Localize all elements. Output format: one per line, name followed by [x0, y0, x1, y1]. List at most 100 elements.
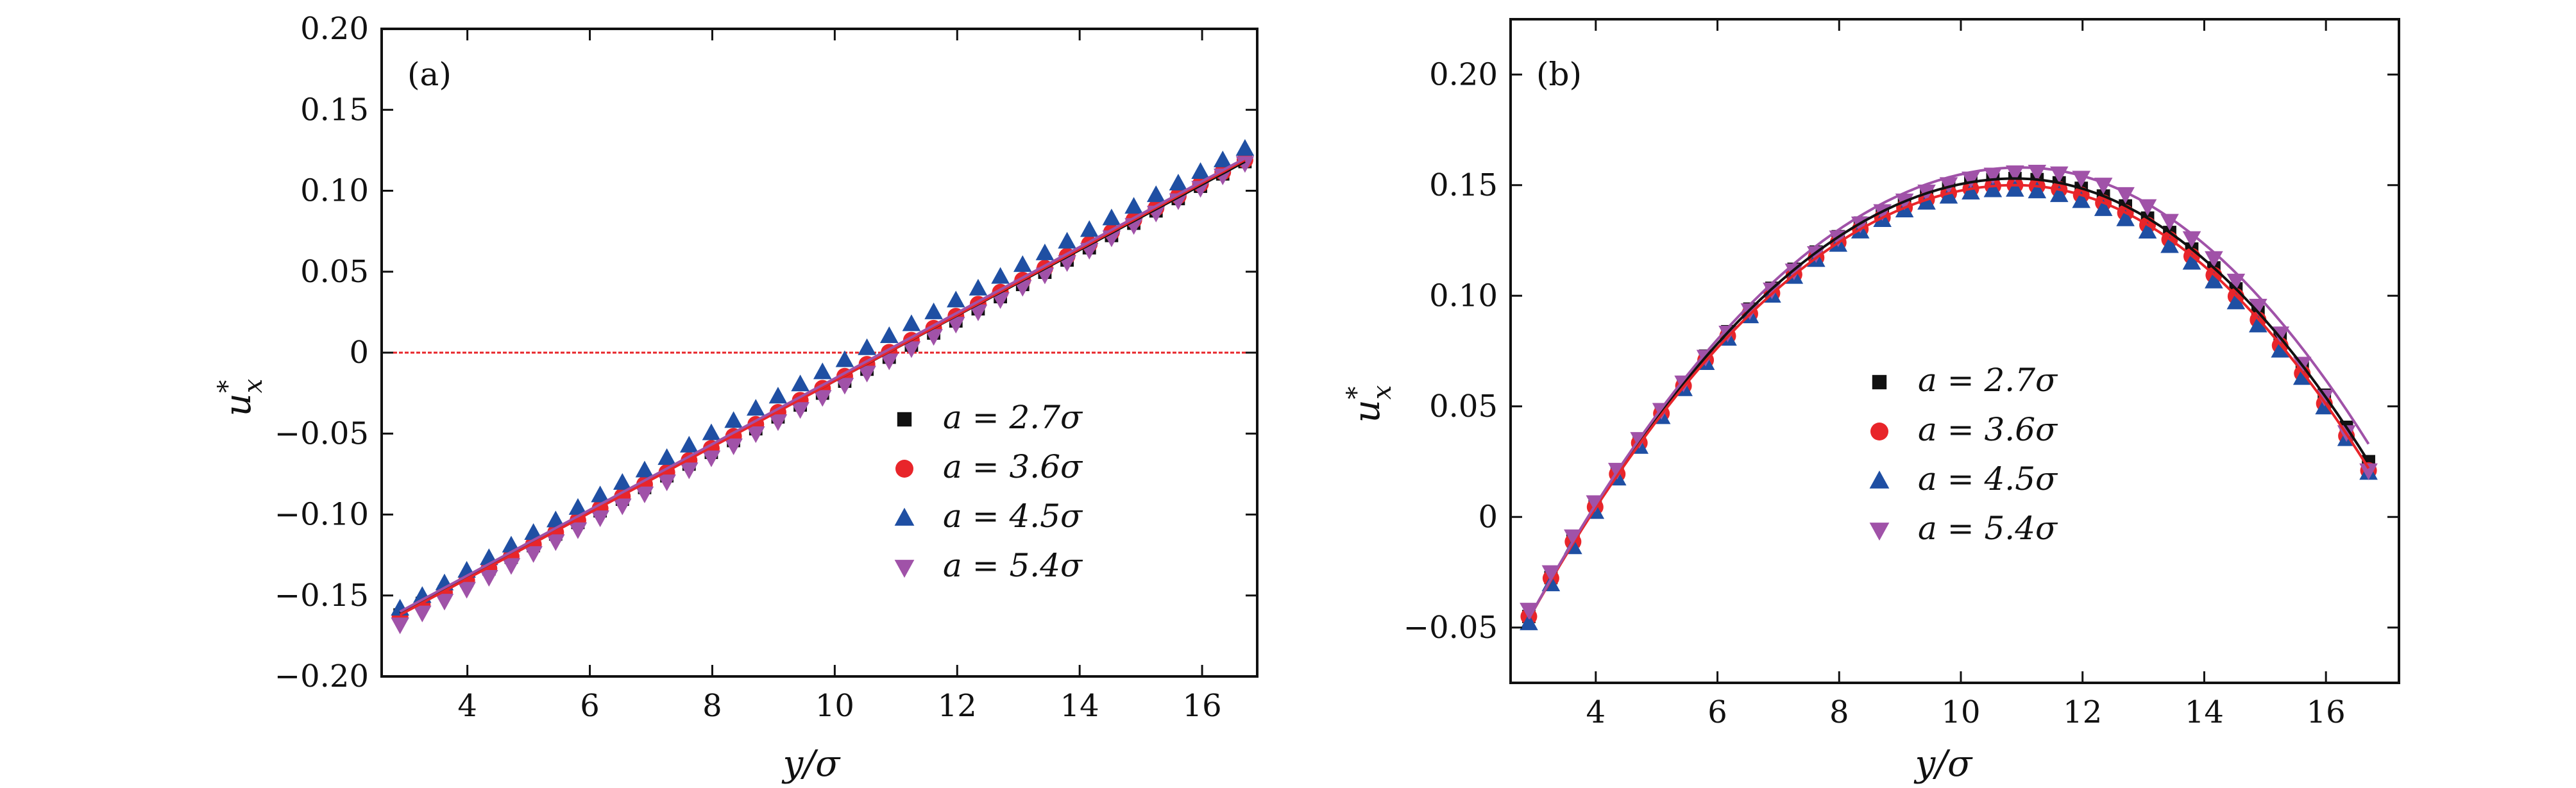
data-point-series-2	[1917, 192, 1936, 210]
data-point-series-3	[702, 450, 721, 467]
data-point-series-2	[524, 523, 543, 540]
data-point-series-2	[635, 460, 654, 478]
legend-marker-1	[895, 460, 913, 478]
data-point-series-2	[2292, 368, 2312, 385]
data-point-series-3	[813, 390, 832, 407]
data-point-series-3	[2138, 199, 2157, 216]
data-point-series-2	[591, 485, 609, 503]
data-point-series-2	[2006, 180, 2024, 197]
x-tick-label: 8	[702, 688, 722, 724]
series-3-markers	[391, 156, 1255, 635]
plot-area-a: 4 6 8 10 12 14 16 −0.20 −0.15 −0.10 −0.05 0 0.05 0.10…	[275, 11, 1258, 724]
x-tick-label: 6	[580, 688, 600, 724]
legend-label-2: a = 4.5σ	[1918, 460, 2058, 498]
data-point-series-3	[879, 353, 899, 371]
legend-label-1: a = 3.6σ	[943, 448, 1083, 485]
fit-line-1	[399, 158, 1246, 616]
data-point-series-3	[1983, 167, 2003, 185]
data-point-series-3	[2182, 231, 2201, 248]
data-point-series-3	[546, 534, 565, 551]
data-point-series-2	[1213, 150, 1232, 167]
data-point-series-2	[1058, 231, 1076, 249]
data-point-series-3	[858, 365, 876, 383]
data-point-series-3	[435, 594, 454, 611]
x-tick-label: 16	[1183, 688, 1222, 724]
data-point-series-2	[2138, 221, 2157, 239]
data-point-series-2	[858, 338, 876, 355]
panel-tag-a: (a)	[407, 56, 452, 93]
legend-marker-0	[1872, 374, 1887, 390]
y-axis-label-a-sub: x	[239, 379, 268, 394]
legend-label-3: a = 5.4σ	[1918, 510, 2058, 547]
y-tick-label: 0.10	[300, 173, 369, 209]
y-tick-label: 0.10	[1429, 278, 1498, 314]
data-point-series-3	[657, 474, 676, 492]
x-tick-label: 12	[2063, 694, 2102, 730]
series-1-markers	[1520, 176, 2377, 625]
x-tick-label: 10	[815, 688, 854, 724]
data-point-series-3	[991, 292, 1010, 309]
legend-marker-2	[1869, 470, 1890, 489]
data-point-series-2	[879, 326, 899, 344]
y-tick-label: 0.05	[300, 254, 369, 290]
data-point-series-3	[479, 570, 498, 587]
x-tick-label: 4	[1586, 694, 1606, 730]
data-point-series-3	[924, 329, 943, 346]
y-tick-label: 0.20	[1429, 56, 1498, 92]
data-point-series-2	[2072, 191, 2091, 208]
data-point-series-2	[791, 374, 809, 392]
y-tick-label: −0.10	[275, 497, 369, 533]
y-tick-label: −0.05	[275, 415, 369, 451]
data-point-series-3	[835, 378, 854, 395]
data-point-series-3	[457, 582, 476, 599]
data-point-series-3	[969, 305, 988, 322]
data-point-series-2	[1035, 243, 1055, 260]
data-point-series-3	[591, 510, 609, 528]
fit-line-2	[1527, 166, 2370, 619]
data-point-series-2	[546, 510, 565, 528]
data-point-series-2	[1102, 208, 1121, 226]
data-point-series-2	[2094, 199, 2113, 216]
fit-line-1	[1527, 183, 2370, 619]
data-point-series-2	[1013, 255, 1032, 272]
fit-line-2	[399, 157, 1246, 613]
legend-marker-3	[1869, 523, 1890, 541]
data-point-series-3	[946, 317, 965, 334]
data-point-series-3	[413, 605, 432, 623]
chart-panel-a: 4 6 8 10 12 14 16 −0.20 −0.15 −0.10 −0.05 0 0.05 0.10…	[213, 11, 1258, 785]
legend-label-0: a = 2.7σ	[943, 399, 1083, 436]
legend-label-0: a = 2.7σ	[1918, 362, 2058, 399]
data-point-series-2	[1235, 138, 1255, 156]
data-point-series-3	[2359, 463, 2378, 480]
y-tick-label: −0.20	[275, 658, 369, 694]
data-point-series-2	[2160, 236, 2179, 253]
x-tick-label: 16	[2307, 694, 2346, 730]
data-point-series-3	[2160, 214, 2179, 231]
y-axis-label-a: ux*	[213, 379, 268, 417]
data-point-series-2	[1124, 197, 1143, 214]
data-point-series-2	[1939, 187, 1958, 204]
legend: a = 2.7σ a = 3.6σ a = 4.5σ a = 5.4σ	[1869, 362, 2058, 547]
legend-marker-1	[1870, 423, 1888, 440]
x-axis-label-b: y/σ	[1913, 743, 1974, 785]
x-tick-label: 12	[938, 688, 977, 724]
data-point-series-2	[2226, 292, 2246, 310]
y-tick-label: 0	[1478, 499, 1498, 535]
data-point-series-2	[2182, 253, 2201, 270]
axes-frame	[380, 28, 1258, 678]
data-point-series-2	[1191, 162, 1210, 179]
legend-label-3: a = 5.4σ	[943, 547, 1083, 584]
data-point-series-3	[613, 498, 632, 516]
chart-panel-b: 4 6 8 10 12 14 16 −0.05 0 0.05 0.10 0.15 0.20 a = 2.7…	[1342, 18, 2400, 785]
data-point-series-3	[791, 402, 809, 419]
x-tick-label: 4	[457, 688, 477, 724]
svg-text:ux*: ux*	[1342, 385, 1397, 423]
fit-line-0	[1527, 177, 2370, 619]
data-point-series-2	[946, 290, 965, 308]
x-tick-label: 8	[1829, 694, 1849, 730]
data-point-series-2	[1983, 180, 2003, 197]
y-tick-label: −0.15	[275, 578, 369, 614]
x-tick-label: 6	[1707, 694, 1727, 730]
legend-label-2: a = 4.5σ	[943, 498, 1083, 535]
data-point-series-3	[746, 426, 765, 444]
